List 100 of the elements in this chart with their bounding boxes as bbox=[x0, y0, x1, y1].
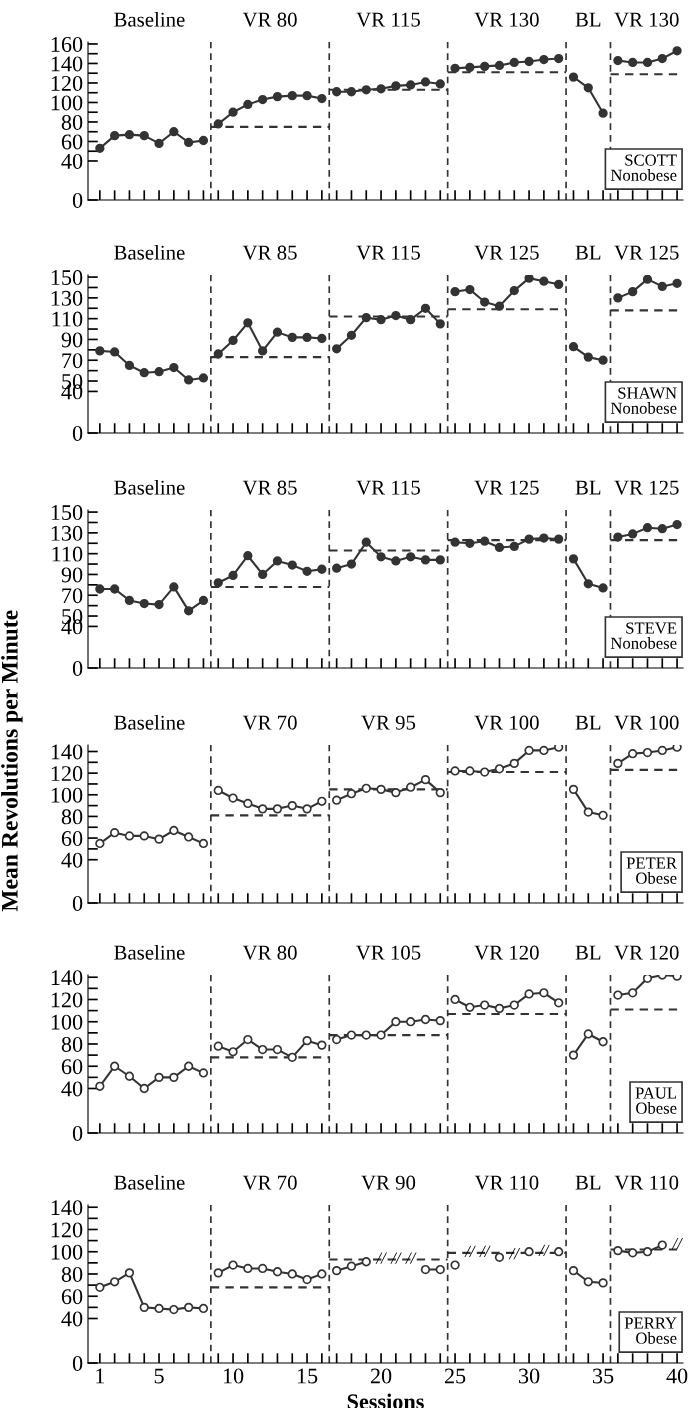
text: Baseline bbox=[114, 715, 185, 730]
y-tick-label: 0 bbox=[72, 1125, 83, 1141]
text: VR 130 bbox=[474, 12, 539, 27]
text: VR 70 bbox=[242, 1175, 297, 1190]
text: VR 90 bbox=[361, 1175, 416, 1190]
y-tick-label: 120 bbox=[51, 1222, 83, 1238]
annotation: // bbox=[464, 1245, 476, 1258]
annotation: // bbox=[508, 1248, 521, 1260]
y-tick-label: 120 bbox=[51, 992, 83, 1008]
y-tick-label: 0 bbox=[72, 192, 83, 208]
y-tick-label: 0 bbox=[72, 1355, 83, 1371]
text: Baseline bbox=[114, 480, 185, 495]
text: VR 115 bbox=[356, 245, 420, 260]
text: BL bbox=[575, 945, 601, 960]
y-tick-label: 140 bbox=[51, 56, 83, 72]
y-tick-label: 70 bbox=[62, 588, 83, 604]
annotation: PETER Obese bbox=[626, 857, 678, 884]
annotation: STEVE Nonobese bbox=[610, 622, 677, 649]
y-tick-label: 80 bbox=[61, 809, 83, 825]
y-tick-label: 90 bbox=[61, 332, 83, 348]
text: VR 125 bbox=[474, 480, 539, 495]
y-tick-label: 100 bbox=[51, 1014, 83, 1030]
x-tick-label: 20 bbox=[370, 1368, 392, 1384]
y-axis-title: Mean Revolutions per Minute bbox=[1, 610, 23, 912]
y-tick-label: 80 bbox=[61, 114, 83, 130]
text: BL bbox=[575, 12, 601, 27]
y-tick-label: 110 bbox=[52, 546, 83, 562]
y-tick-label: 100 bbox=[51, 1244, 83, 1260]
y-tick-label: 60 bbox=[61, 134, 83, 150]
y-tick-label: 140 bbox=[51, 970, 83, 986]
text: VR 120 bbox=[614, 945, 679, 960]
y-tick-label: 140 bbox=[51, 744, 83, 760]
annotation: // bbox=[375, 1252, 387, 1264]
y-tick-label: 150 bbox=[51, 505, 83, 521]
x-tick-label: 5 bbox=[154, 1368, 164, 1384]
y-tick-label: 0 bbox=[72, 660, 83, 676]
y-tick-label: 160 bbox=[51, 36, 83, 52]
annotation: SHAWN Nonobese bbox=[610, 387, 677, 414]
text: VR 125 bbox=[474, 245, 539, 260]
annotation: // bbox=[671, 1238, 683, 1250]
y-tick-label: 40 bbox=[61, 1311, 83, 1327]
text: VR 105 bbox=[355, 945, 421, 960]
y-tick-label: 80 bbox=[61, 1036, 83, 1052]
text: VR 100 bbox=[614, 715, 679, 730]
y-tick-label: 130 bbox=[51, 290, 83, 306]
annotation: // bbox=[479, 1245, 491, 1258]
y-tick-label: 120 bbox=[51, 75, 83, 91]
text: VR 115 bbox=[356, 12, 420, 27]
text: VR 125 bbox=[614, 480, 679, 495]
y-tick-label: 80 bbox=[61, 1266, 83, 1282]
text: VR 120 bbox=[474, 945, 539, 960]
text: VR 110 bbox=[614, 1175, 679, 1190]
text: VR 115 bbox=[356, 480, 420, 495]
y-tick-label: 100 bbox=[51, 95, 83, 111]
text: VR 70 bbox=[242, 715, 297, 730]
y-tick-label: 0 bbox=[72, 895, 83, 911]
text: Baseline bbox=[114, 1175, 185, 1190]
x-tick-label: 30 bbox=[519, 1368, 540, 1384]
text: VR 110 bbox=[474, 1175, 539, 1190]
x-tick-label: 15 bbox=[297, 1368, 318, 1384]
text: BL bbox=[575, 245, 601, 260]
y-tick-label: 0 bbox=[72, 425, 83, 441]
y-tick-label: 90 bbox=[61, 567, 83, 583]
y-tick-label: 110 bbox=[52, 311, 83, 327]
text: VR 80 bbox=[242, 12, 297, 27]
text: Baseline bbox=[114, 945, 185, 960]
y-tick-label: 60 bbox=[61, 1289, 83, 1305]
text: BL bbox=[575, 715, 601, 730]
y-tick-label: 70 bbox=[62, 353, 83, 369]
x-tick-label: 1 bbox=[96, 1368, 105, 1384]
y-tick-label: 60 bbox=[61, 1059, 83, 1075]
text: VR 85 bbox=[242, 480, 297, 495]
x-tick-label: 10 bbox=[223, 1368, 244, 1384]
y-tick-label: 60 bbox=[61, 831, 83, 846]
text: VR 85 bbox=[242, 245, 297, 260]
annotation: SCOTT Nonobese bbox=[610, 154, 677, 181]
y-tick-label: 150 bbox=[51, 270, 83, 286]
x-tick-label: 35 bbox=[593, 1368, 614, 1384]
annotation: // bbox=[405, 1252, 417, 1264]
text: BL bbox=[575, 1175, 601, 1190]
y-tick-label: 120 bbox=[51, 766, 83, 782]
annotation: PERRY Obese bbox=[624, 1317, 677, 1344]
y-tick-label: 40 bbox=[61, 153, 83, 169]
text: Baseline bbox=[114, 245, 185, 260]
text: VR 95 bbox=[361, 715, 416, 730]
annotation: // bbox=[538, 1244, 550, 1256]
annotation: // bbox=[390, 1252, 402, 1264]
x-tick-label: 25 bbox=[444, 1368, 466, 1384]
annotation: PAUL Obese bbox=[635, 1087, 677, 1114]
y-tick-label: 40 bbox=[61, 1081, 83, 1097]
y-tick-label: 140 bbox=[51, 1200, 83, 1216]
text: VR 80 bbox=[242, 945, 297, 960]
text: VR 130 bbox=[614, 12, 679, 27]
x-tick-label: 40 bbox=[666, 1368, 688, 1384]
y-tick-label: 130 bbox=[51, 525, 83, 541]
y-tick-label: 40 bbox=[61, 852, 83, 868]
text: VR 100 bbox=[474, 715, 539, 730]
y-tick-label: 100 bbox=[51, 787, 83, 803]
text: VR 125 bbox=[614, 245, 679, 260]
text: Baseline bbox=[114, 12, 185, 27]
